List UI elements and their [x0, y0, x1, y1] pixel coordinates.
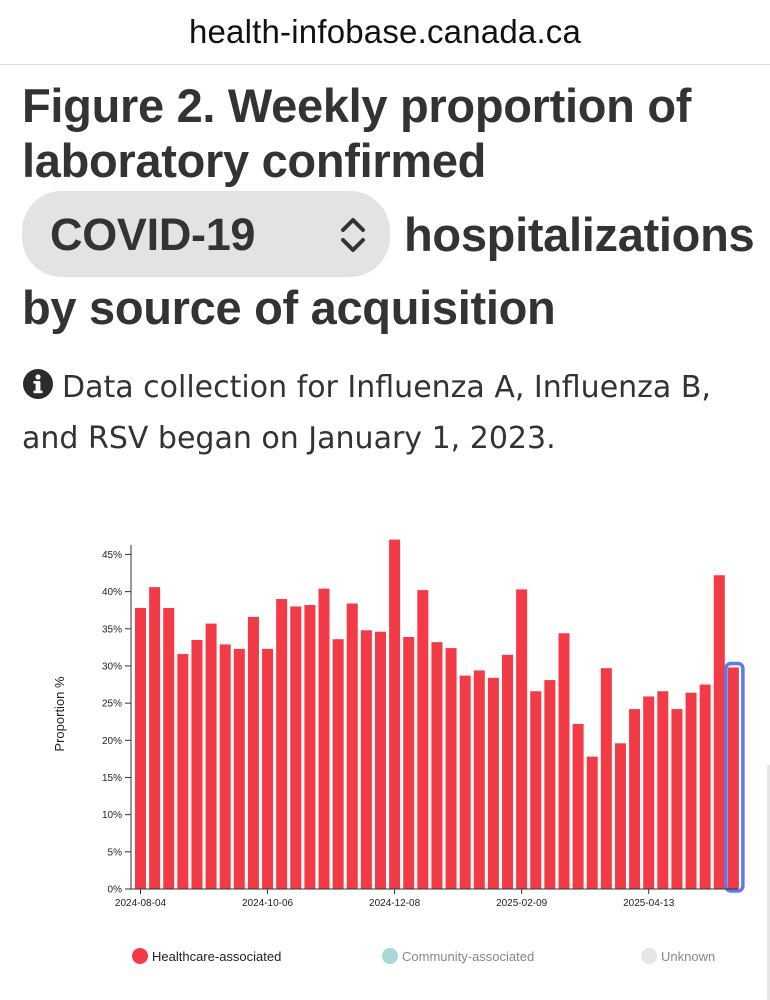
- x-tick-label-4: 2025-04-13: [623, 898, 675, 909]
- title-line-1: Figure 2. Weekly proportion of: [22, 79, 692, 132]
- bar-28[interactable]: [530, 691, 542, 889]
- bar-34[interactable]: [614, 743, 626, 889]
- x-tick-label-1: 2024-10-06: [242, 898, 294, 909]
- info-circle-icon: [22, 367, 54, 415]
- disease-selector-value: COVID-19: [50, 208, 256, 260]
- legend-swatch-unknown: [641, 948, 657, 964]
- bar-24[interactable]: [473, 670, 485, 889]
- data-collection-note: Data collection for Influenza A, Influen…: [22, 364, 767, 463]
- bar-0[interactable]: [135, 607, 147, 889]
- bar-2[interactable]: [163, 607, 175, 889]
- bar-37[interactable]: [657, 691, 669, 889]
- legend-item-community[interactable]: Community-associated: [382, 948, 534, 964]
- bar-42[interactable]: [727, 667, 739, 889]
- bar-19[interactable]: [403, 636, 415, 889]
- bar-26[interactable]: [502, 654, 514, 889]
- y-tick-label-5: 25%: [102, 699, 122, 710]
- bar-16[interactable]: [360, 630, 372, 889]
- y-tick-label-0: 0%: [108, 885, 123, 896]
- bar-22[interactable]: [445, 648, 457, 889]
- bar-6[interactable]: [219, 644, 231, 889]
- y-tick-label-1: 5%: [108, 847, 123, 858]
- bar-11[interactable]: [290, 606, 302, 889]
- legend-swatch-healthcare: [132, 948, 148, 964]
- bar-chart: Proportion % 0% 5% 10% 15% 20% 25% 30% 35% 40% 45%…: [52, 539, 745, 909]
- y-tick-label-7: 35%: [102, 624, 122, 635]
- legend-label-community: Community-associated: [402, 948, 535, 964]
- bar-32[interactable]: [586, 756, 598, 889]
- bar-25[interactable]: [487, 677, 499, 889]
- bar-12[interactable]: [304, 604, 316, 889]
- x-tick-label-2: 2024-12-08: [369, 898, 421, 909]
- bar-40[interactable]: [699, 684, 711, 889]
- browser-url: health-infobase.canada.ca: [188, 13, 582, 50]
- bar-7[interactable]: [233, 648, 245, 889]
- title-after-selector: hospitalizations: [404, 207, 755, 261]
- bar-13[interactable]: [318, 588, 330, 889]
- title-line-4: by source of acquisition: [22, 281, 556, 334]
- bar-1[interactable]: [149, 587, 161, 889]
- title-line-2: laboratory confirmed: [22, 134, 487, 187]
- bar-41[interactable]: [713, 575, 725, 889]
- bar-33[interactable]: [600, 668, 612, 889]
- bar-23[interactable]: [459, 675, 471, 889]
- legend-item-healthcare[interactable]: Healthcare-associated: [132, 948, 281, 964]
- bar-29[interactable]: [544, 680, 556, 889]
- scroll-edge: [767, 765, 770, 1000]
- bar-20[interactable]: [417, 590, 429, 889]
- browser-url-bar[interactable]: health-infobase.canada.ca: [0, 0, 770, 65]
- highlighted-bar-outline: [724, 661, 745, 893]
- bar-3[interactable]: [177, 654, 189, 889]
- note-text: Data collection for Influenza A, Influen…: [22, 370, 711, 456]
- bar-15[interactable]: [346, 603, 358, 890]
- y-tick-label-8: 40%: [102, 587, 122, 598]
- bar-39[interactable]: [685, 692, 697, 889]
- bar-30[interactable]: [558, 633, 570, 889]
- chart-legend: Healthcare-associated Community-associat…: [0, 948, 770, 976]
- y-tick-label-6: 30%: [102, 661, 122, 672]
- disease-selector[interactable]: COVID-19: [22, 191, 390, 277]
- bar-10[interactable]: [276, 599, 288, 889]
- y-axis-label: Proportion %: [52, 676, 67, 752]
- legend-label-unknown: Unknown: [661, 948, 716, 964]
- bar-17[interactable]: [374, 631, 386, 889]
- bar-18[interactable]: [389, 539, 401, 889]
- x-tick-label-0: 2024-08-04: [115, 898, 167, 909]
- page-title: Figure 2. Weekly proportion of laborator…: [22, 78, 770, 335]
- y-tick-label-3: 15%: [102, 773, 122, 784]
- bar-9[interactable]: [262, 648, 274, 889]
- legend-label-healthcare: Healthcare-associated: [152, 948, 282, 964]
- chevron-up-down-icon: [338, 213, 368, 255]
- bar-31[interactable]: [572, 723, 584, 889]
- legend-swatch-community: [382, 948, 398, 964]
- bar-4[interactable]: [191, 639, 203, 889]
- y-tick-label-4: 20%: [102, 736, 122, 747]
- title-selector-row: COVID-19 hospitalizations: [22, 191, 770, 277]
- x-tick-label-3: 2025-02-09: [496, 898, 548, 909]
- bar-8[interactable]: [247, 616, 259, 889]
- bar-14[interactable]: [332, 639, 344, 889]
- bar-36[interactable]: [643, 696, 655, 889]
- bar-21[interactable]: [431, 642, 443, 889]
- legend-item-unknown[interactable]: Unknown: [641, 948, 715, 964]
- y-tick-label-2: 10%: [102, 810, 122, 821]
- bar-35[interactable]: [629, 709, 641, 889]
- bar-5[interactable]: [205, 623, 217, 889]
- bar-27[interactable]: [516, 589, 528, 889]
- bar-38[interactable]: [671, 709, 683, 889]
- y-tick-label-9: 45%: [102, 550, 122, 561]
